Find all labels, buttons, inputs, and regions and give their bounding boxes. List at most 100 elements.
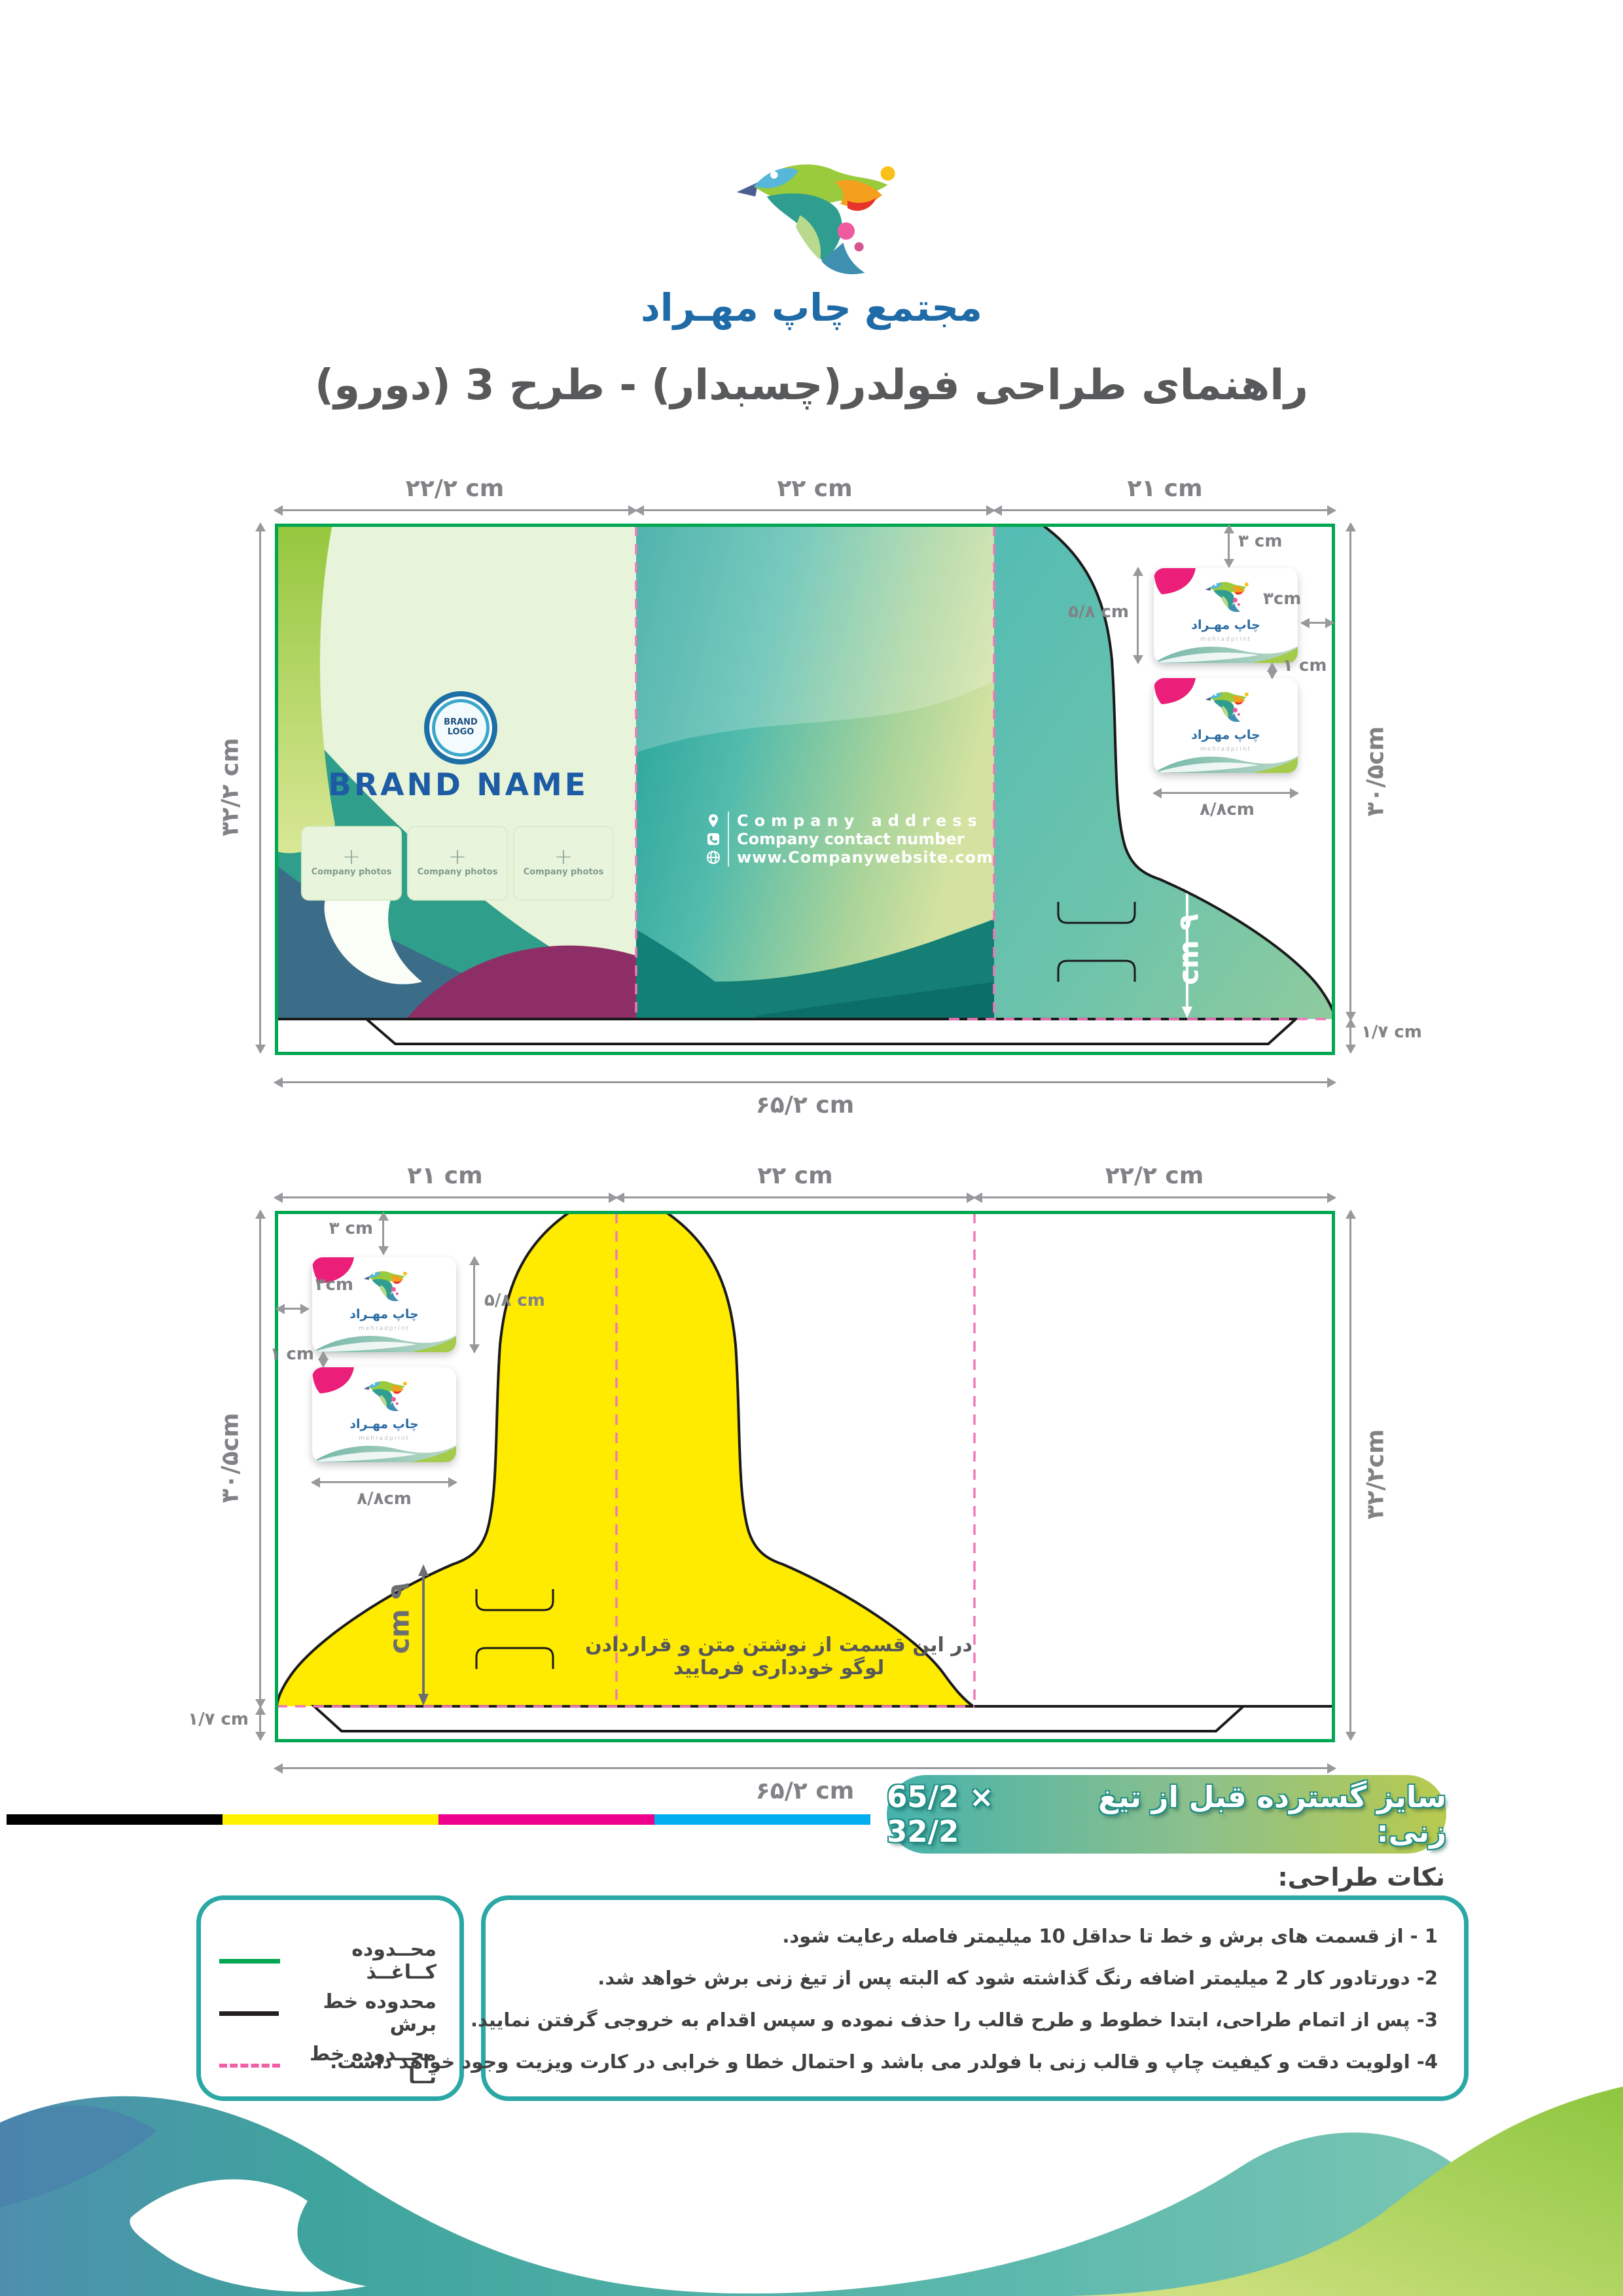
back-pocket-height-label: ۹ cm xyxy=(383,1583,416,1654)
back-card-width-arrow xyxy=(311,1477,457,1488)
card-sub: mehradprint xyxy=(358,1435,410,1442)
company-address: Company address xyxy=(737,812,983,830)
card-wave xyxy=(1154,756,1298,773)
back-card-width-label: ۸/۸cm xyxy=(357,1489,412,1509)
front-flap-shape xyxy=(994,526,1335,1019)
photo-placeholder: + Company photos xyxy=(301,826,402,901)
front-card-width-label: ۸/۸cm xyxy=(1200,800,1255,819)
legend-box: محــدوده کــاغــذ محدوده خط برش محــدوده… xyxy=(196,1895,464,2101)
cmyk-cyan-swatch xyxy=(654,1814,870,1825)
front-dim-arrow-height-left xyxy=(255,522,266,1054)
brand-logo-label: BRAND LOGO xyxy=(444,717,478,737)
back-card-height-label: ۵/۸ cm xyxy=(484,1291,545,1310)
card-pink-corner xyxy=(1154,568,1196,594)
company-contact-number: Company contact number xyxy=(737,830,965,848)
back-dim-arrow-mid xyxy=(615,1193,976,1203)
flat-size-value: 65/2 × 32/2 xyxy=(887,1780,994,1849)
back-width-mid-label: ۲۲ cm xyxy=(757,1162,833,1189)
phone-icon xyxy=(707,833,719,845)
back-bleed-label: ۱/۷ cm xyxy=(188,1710,249,1729)
back-total-width-label: ۶۵/۲ cm xyxy=(755,1778,855,1804)
brand-name: BRAND NAME xyxy=(328,767,588,803)
back-glue-flap xyxy=(310,1705,1247,1732)
front-dim-arrow-total xyxy=(274,1077,1336,1088)
contact-icons xyxy=(705,812,728,867)
back-dim-arrow-bleed xyxy=(255,1706,266,1741)
photo-placeholder-label: Company photos xyxy=(417,867,498,877)
flat-size-label: سایز گسترده قبل از تیغ زنی: xyxy=(1097,1780,1446,1849)
plus-icon: + xyxy=(342,843,361,870)
photo-placeholder-label: Company photos xyxy=(523,867,604,877)
card-wave xyxy=(312,1445,456,1462)
page-title: راهنمای طراحی فولدر(چسبدار) - طرح 3 (دور… xyxy=(314,361,1309,410)
back-card-between-label: ۱ cm xyxy=(270,1344,314,1364)
design-note-1: 1 - از قسمت های برش و خط تا حداقل 10 میل… xyxy=(782,1925,1438,1947)
front-folder-dieline xyxy=(275,524,1335,1055)
card-brand: چاپ مهـراد xyxy=(349,1307,419,1321)
plus-icon: + xyxy=(448,843,467,870)
front-card-side-gap-arrow xyxy=(1300,618,1334,628)
back-no-print-note: در این قسمت از نوشتن متن و قراردادن لوگو… xyxy=(585,1634,972,1679)
front-card-between-label: ۱ cm xyxy=(1283,656,1327,675)
legend-row-fold: محــدوده خط تــا xyxy=(219,2043,437,2089)
front-middle-panel xyxy=(636,524,994,1020)
front-width-mid-label: ۲۲ cm xyxy=(777,475,853,502)
card-bird-logo-icon xyxy=(1202,579,1249,614)
front-card-top-gap-label: ۳ cm xyxy=(1238,531,1283,551)
card-slot-icon xyxy=(1057,960,1136,982)
front-pocket-height-label: ۹ cm xyxy=(1172,914,1205,985)
back-card-between-arrow xyxy=(318,1351,329,1368)
back-height-left-label: ۳۰/۵cm xyxy=(217,1412,244,1503)
legend-row-paper: محــدوده کــاغــذ xyxy=(219,1938,437,1984)
plus-icon: + xyxy=(554,843,573,870)
back-dim-arrow-height-left xyxy=(255,1210,266,1708)
contact-block: Company address Company contact number w… xyxy=(705,812,993,867)
card-brand: چاپ مهـراد xyxy=(349,1417,419,1431)
card-sub: mehradprint xyxy=(1200,746,1252,753)
cmyk-color-bar xyxy=(7,1814,870,1825)
front-height-right-label: ۳۰/۵cm xyxy=(1362,726,1389,817)
design-note-2: 2- دورتادور کار 2 میلیمتر اضافه رنگ گذاش… xyxy=(597,1967,1438,1989)
back-card-top-gap-label: ۳ cm xyxy=(329,1219,373,1238)
back-card-side-gap-arrow xyxy=(276,1304,310,1314)
flat-size-pill: سایز گسترده قبل از تیغ زنی: 65/2 × 32/2 xyxy=(887,1775,1446,1854)
front-card-side-gap-label: ۳cm xyxy=(1263,589,1302,609)
card-bird-logo-icon xyxy=(361,1268,408,1303)
back-card-height-arrow xyxy=(469,1256,480,1354)
back-dim-arrow-height-right xyxy=(1346,1210,1356,1741)
front-bleed-label: ۱/۷ cm xyxy=(1361,1022,1422,1042)
legend-row-cut: محدوده خط برش xyxy=(219,1990,437,2036)
front-height-left-label: ۳۲/۲ cm xyxy=(217,738,244,836)
company-bird-logo-icon xyxy=(725,152,898,281)
front-dim-arrow-mid xyxy=(635,505,995,516)
front-card-width-arrow xyxy=(1152,788,1299,798)
back-width-right-label: ۲۲/۲ cm xyxy=(1105,1162,1204,1189)
location-pin-icon xyxy=(709,814,718,827)
card-sub: mehradprint xyxy=(358,1325,410,1332)
design-notes-heading: نکات طراحی: xyxy=(1277,1863,1445,1892)
cmyk-magenta-swatch xyxy=(438,1814,654,1825)
card-pink-corner xyxy=(312,1367,354,1393)
card-slot-icon xyxy=(475,1647,554,1669)
front-card-height-arrow xyxy=(1133,567,1143,664)
design-note-4: 4- اولویت دقت و کیفیت چاپ و قالب زنی با … xyxy=(330,2051,1438,2073)
legend-fold-label: محــدوده خط تــا xyxy=(310,2043,437,2089)
back-dim-arrow-total xyxy=(274,1763,1336,1774)
front-card-between-arrow xyxy=(1267,662,1277,679)
back-card-top-gap-arrow xyxy=(378,1211,389,1255)
contact-divider xyxy=(728,812,729,867)
back-paper-boundary xyxy=(275,1211,1335,1742)
card-sub: mehradprint xyxy=(1200,636,1252,643)
back-height-right-label: ۳۲/۲cm xyxy=(1362,1429,1389,1520)
back-width-left-label: ۲۱ cm xyxy=(407,1162,483,1189)
cmyk-black-swatch xyxy=(7,1814,223,1825)
back-pocket-arrow xyxy=(418,1564,429,1706)
cut-line-icon xyxy=(219,2011,279,2016)
front-cover-panel xyxy=(275,524,636,1020)
front-paper-boundary xyxy=(275,524,1335,1055)
photo-placeholder: + Company photos xyxy=(513,826,614,901)
back-card-side-gap-label: ۳cm xyxy=(315,1275,353,1295)
front-glue-flap xyxy=(363,1018,1300,1045)
card-brand: چاپ مهـراد xyxy=(1191,728,1260,742)
